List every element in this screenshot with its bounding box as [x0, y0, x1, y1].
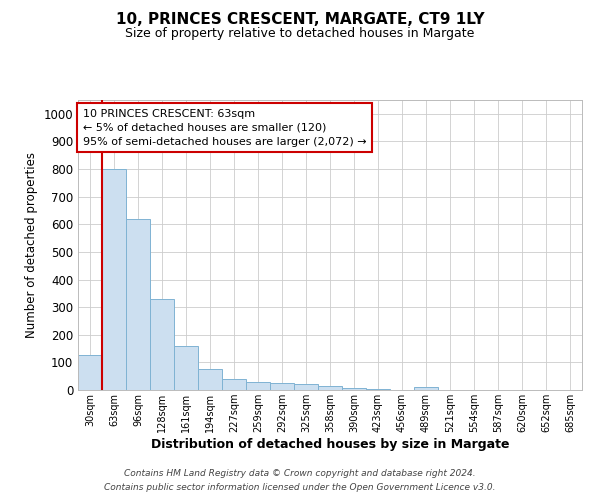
Bar [246, 382, 270, 390]
Bar [414, 387, 438, 390]
X-axis label: Distribution of detached houses by size in Margate: Distribution of detached houses by size … [151, 438, 509, 451]
Text: Size of property relative to detached houses in Margate: Size of property relative to detached ho… [125, 28, 475, 40]
Bar [198, 368, 222, 390]
Y-axis label: Number of detached properties: Number of detached properties [25, 152, 38, 338]
Text: 10 PRINCES CRESCENT: 63sqm
← 5% of detached houses are smaller (120)
95% of semi: 10 PRINCES CRESCENT: 63sqm ← 5% of detac… [83, 108, 367, 146]
Bar [342, 388, 366, 390]
Bar [78, 356, 102, 390]
Bar [318, 386, 342, 390]
Bar [366, 388, 390, 390]
Text: Contains public sector information licensed under the Open Government Licence v3: Contains public sector information licen… [104, 484, 496, 492]
Bar [222, 379, 246, 390]
Bar [150, 299, 174, 390]
Bar [174, 346, 198, 390]
Bar [270, 383, 294, 390]
Bar [126, 219, 150, 390]
Bar [294, 384, 318, 390]
Bar [102, 169, 126, 390]
Text: 10, PRINCES CRESCENT, MARGATE, CT9 1LY: 10, PRINCES CRESCENT, MARGATE, CT9 1LY [116, 12, 484, 28]
Text: Contains HM Land Registry data © Crown copyright and database right 2024.: Contains HM Land Registry data © Crown c… [124, 468, 476, 477]
